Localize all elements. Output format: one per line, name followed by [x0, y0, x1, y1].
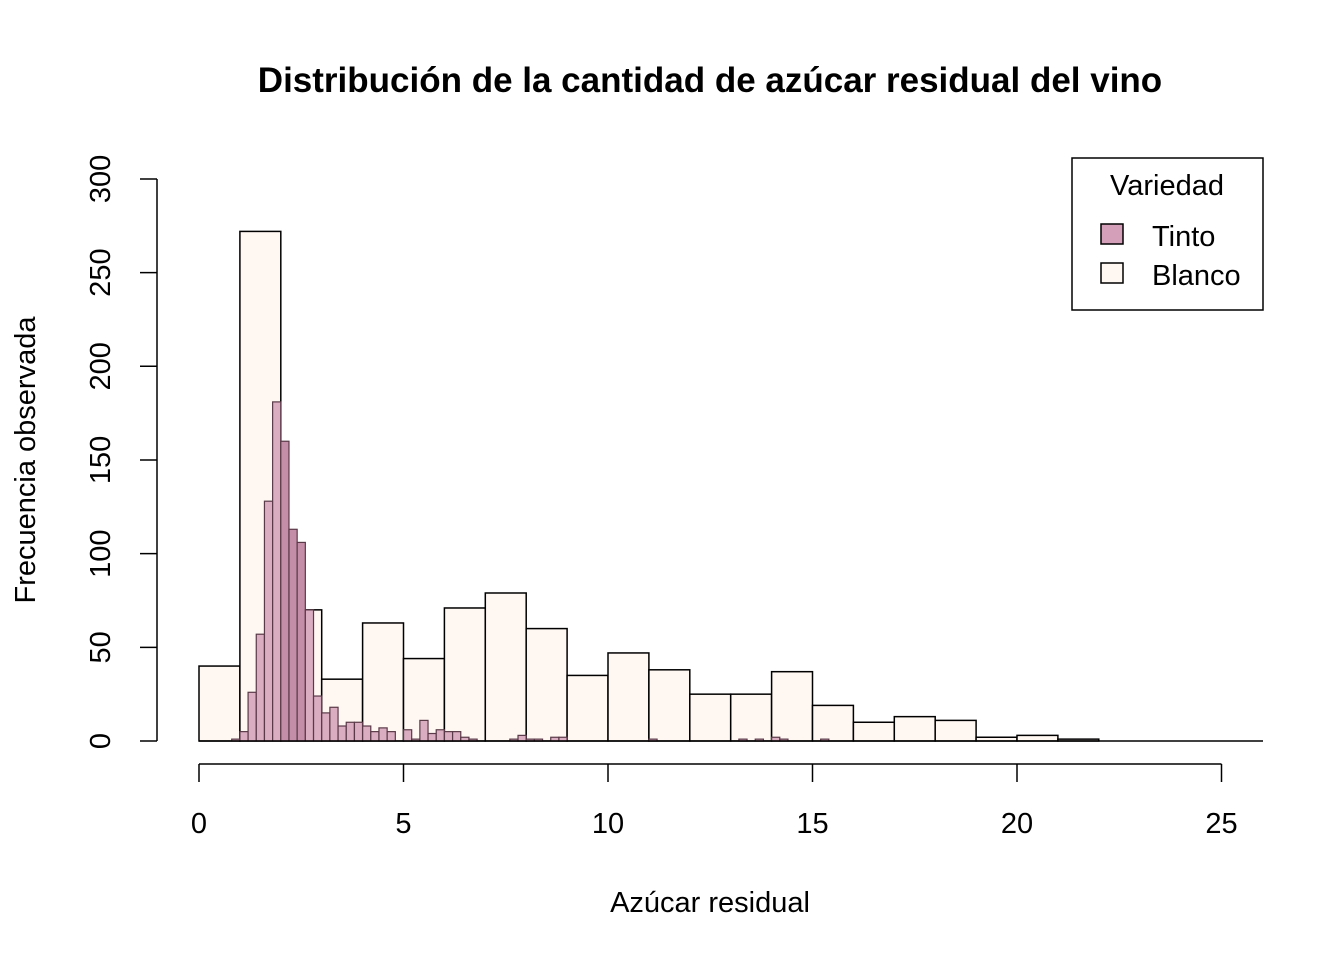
bar-tinto [263, 500, 274, 742]
y-tick-label: 50 [85, 631, 117, 663]
bar-blanco [361, 622, 405, 742]
bar-tinto [370, 731, 380, 742]
chart-title: Distribución de la cantidad de azúcar re… [258, 61, 1162, 100]
bar-blanco [811, 704, 855, 742]
y-tick-label: 250 [85, 248, 117, 296]
bar-tinto [517, 734, 527, 742]
x-tick-label: 20 [1001, 808, 1033, 840]
bar-tinto [386, 731, 396, 742]
x-tick-label: 5 [395, 808, 411, 840]
bar-tinto [304, 609, 315, 742]
y-tick-label: 0 [85, 733, 117, 749]
bar-blanco [893, 715, 936, 742]
legend-title: Variedad [1110, 170, 1224, 202]
bar-blanco [648, 669, 691, 742]
y-tick-label: 100 [85, 529, 117, 577]
bar-tinto [337, 725, 347, 742]
y-tick-label: 300 [85, 155, 117, 203]
bar-blanco [729, 693, 773, 742]
bar-tinto [321, 712, 331, 742]
legend-swatch-blanco [1100, 262, 1124, 284]
bar-tinto [451, 731, 462, 742]
y-tick-label: 150 [85, 436, 117, 484]
bar-tinto [272, 401, 282, 742]
bar-tinto [353, 721, 364, 742]
bar-tinto [329, 706, 339, 742]
bar-blanco [852, 721, 896, 742]
bar-tinto [288, 528, 298, 742]
series-blanco-bars [198, 230, 1100, 742]
bar-tinto [247, 691, 257, 742]
bar-tinto [255, 633, 266, 742]
bar-tinto [296, 541, 306, 742]
bar-tinto [419, 719, 429, 742]
bar-tinto [280, 440, 290, 742]
x-tick-label: 15 [796, 808, 828, 840]
y-tick-label: 200 [85, 342, 117, 390]
bar-blanco [1016, 734, 1059, 742]
bar-blanco [198, 665, 241, 742]
x-tick-label: 25 [1205, 808, 1237, 840]
bar-tinto [378, 727, 388, 742]
bar-blanco [607, 652, 650, 742]
bar-blanco [934, 719, 977, 742]
bar-blanco [566, 674, 609, 742]
bar-blanco [525, 627, 568, 742]
legend-label-blanco: Blanco [1152, 260, 1241, 292]
bar-tinto [239, 731, 249, 742]
x-tick-label: 0 [191, 808, 207, 840]
bar-blanco [770, 670, 814, 742]
bar-tinto [443, 731, 454, 742]
legend-label-tinto: Tinto [1152, 221, 1215, 253]
bar-tinto [435, 729, 446, 742]
x-tick-label: 10 [592, 808, 624, 840]
bar-tinto [345, 721, 356, 742]
bar-blanco [689, 693, 732, 742]
bar-tinto [402, 729, 413, 742]
legend: Variedad Tinto Blanco [1071, 157, 1264, 311]
bar-tinto [362, 725, 372, 742]
legend-swatch-tinto [1100, 223, 1124, 245]
bar-tinto [312, 695, 323, 742]
bar-blanco [484, 592, 527, 742]
axes: 0 50 100 150 200 250 300 0 5 10 15 20 25 [85, 155, 1263, 840]
x-axis-label: Azúcar residual [610, 887, 810, 919]
bar-tinto [427, 732, 437, 742]
y-axis-label: Frecuencia observada [10, 316, 42, 604]
bar-blanco [443, 607, 487, 742]
